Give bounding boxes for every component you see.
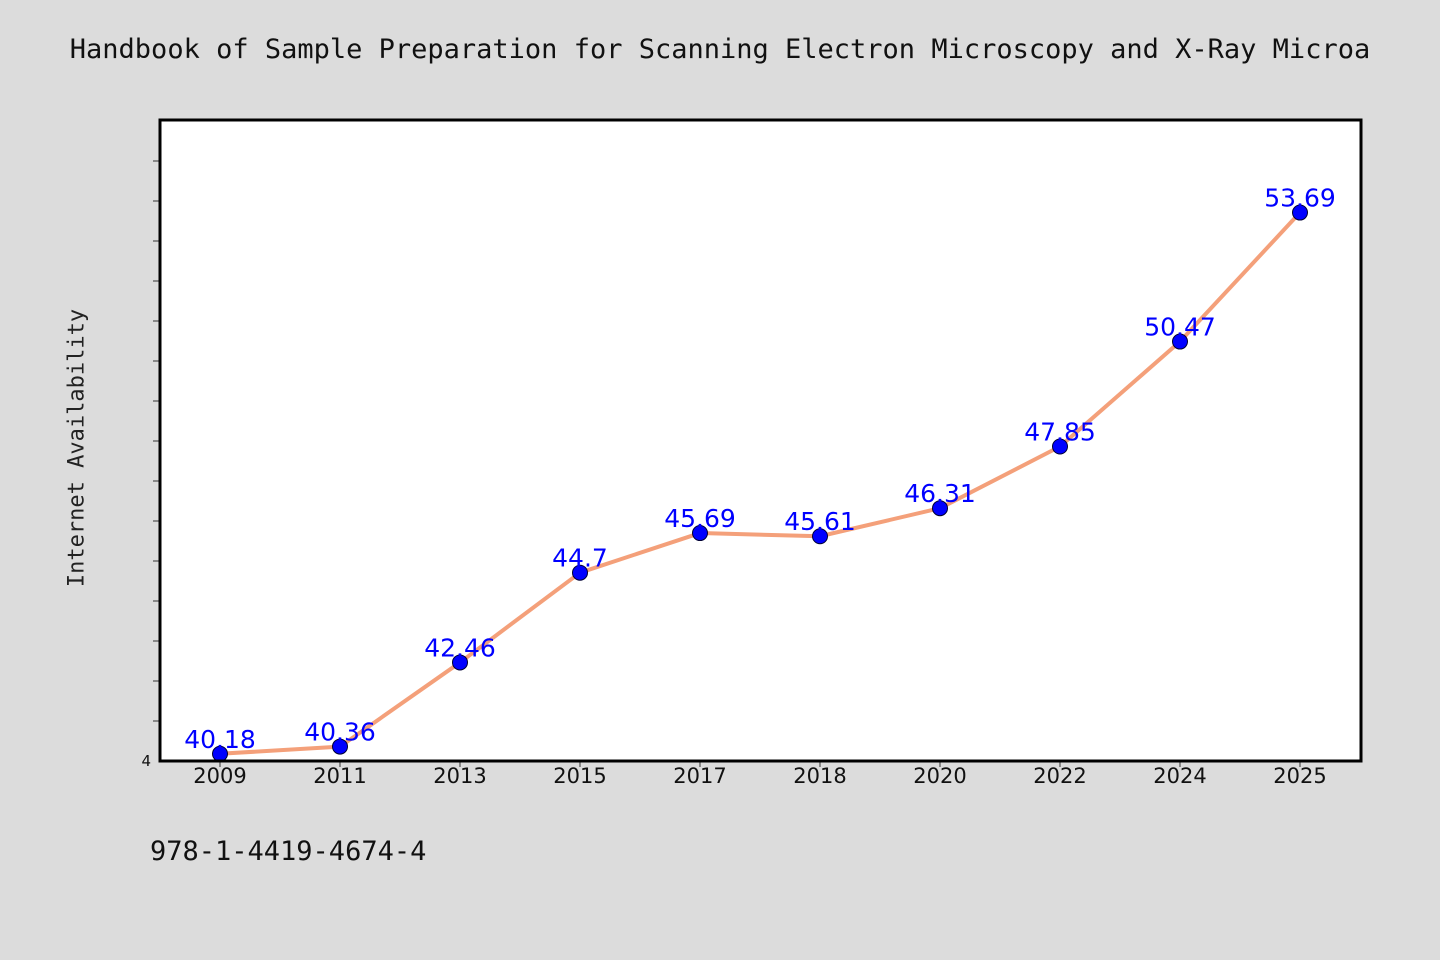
data-label: 44.7 xyxy=(552,544,608,573)
data-point xyxy=(1292,204,1308,221)
data-label: 53.69 xyxy=(1264,184,1336,213)
data-point xyxy=(1172,333,1188,350)
data-label: 42.46 xyxy=(424,633,496,662)
x-tick-label: 2009 xyxy=(193,764,246,788)
y-tick-label: 4 xyxy=(141,752,151,770)
x-tick-label: 2018 xyxy=(793,764,846,788)
x-tick-label: 2020 xyxy=(913,764,966,788)
data-label: 46.31 xyxy=(904,479,976,508)
x-tick-label: 2017 xyxy=(673,764,726,788)
chart-title: Handbook of Sample Preparation for Scann… xyxy=(69,34,1371,65)
data-point xyxy=(332,738,348,755)
isbn-text: 978-1-4419-4674-4 xyxy=(150,836,427,867)
x-tick-label: 2024 xyxy=(1153,764,1206,788)
x-tick-label: 2025 xyxy=(1273,764,1326,788)
data-point xyxy=(1052,438,1068,455)
data-label: 45.69 xyxy=(664,504,736,533)
data-point xyxy=(692,525,708,542)
plot-area xyxy=(160,120,1361,761)
data-point xyxy=(572,564,588,581)
data-point xyxy=(452,654,468,671)
data-label: 40.36 xyxy=(304,718,376,747)
x-tick-label: 2015 xyxy=(553,764,606,788)
x-tick-label: 2011 xyxy=(313,764,366,788)
x-tick-label: 2013 xyxy=(433,764,486,788)
data-point xyxy=(812,528,828,545)
series-line xyxy=(218,210,1302,756)
data-label: 45.61 xyxy=(784,507,856,536)
data-label: 50.47 xyxy=(1144,313,1216,342)
data-label: 47.85 xyxy=(1024,418,1096,447)
data-point xyxy=(932,500,948,517)
plot-frame xyxy=(158,118,1363,763)
x-tick-label: 2022 xyxy=(1033,764,1086,788)
data-label: 40.18 xyxy=(184,725,256,754)
